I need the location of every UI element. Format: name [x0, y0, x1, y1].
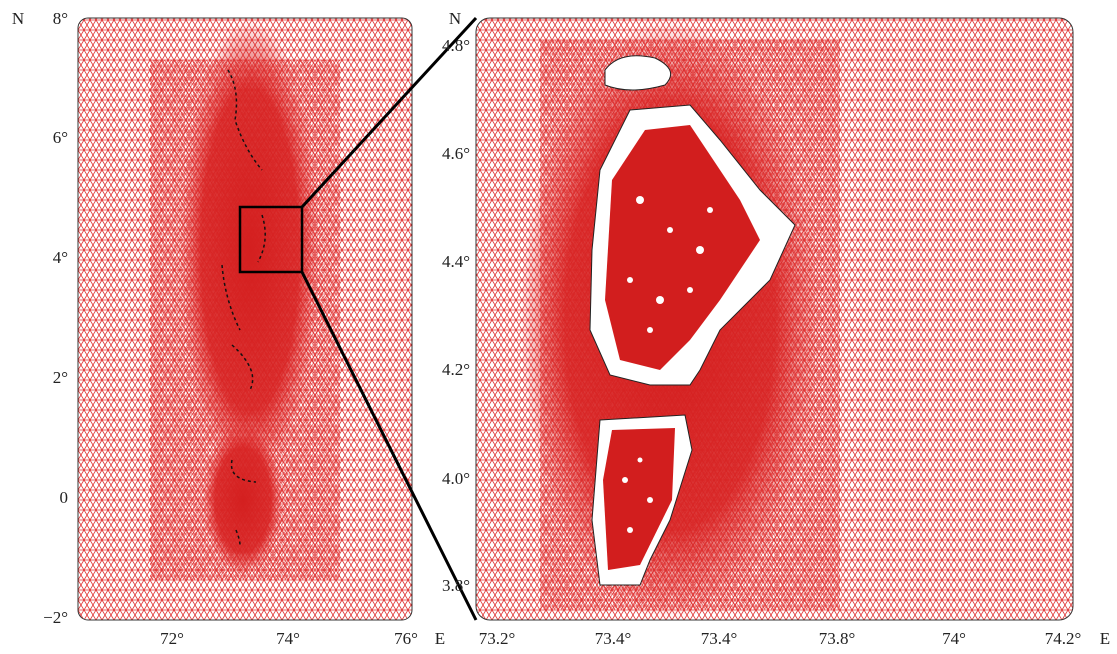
east-label: E	[1100, 629, 1110, 648]
north-label: N	[449, 9, 461, 28]
y-label: 8°	[53, 9, 68, 28]
zoom-line	[300, 16, 478, 209]
x-label: 73.8°	[819, 629, 856, 648]
y-label: 3.8°	[442, 576, 470, 595]
zoom-box	[238, 205, 304, 274]
x-label: 72°	[160, 629, 184, 648]
y-label: 4.8°	[442, 36, 470, 55]
left-frame	[77, 17, 413, 621]
y-label: 4.2°	[442, 360, 470, 379]
y-label: 4.4°	[442, 252, 470, 271]
x-label: 76°	[394, 629, 418, 648]
y-label: 4.6°	[442, 144, 470, 163]
right-map	[476, 18, 1073, 620]
right-frame	[475, 17, 1074, 621]
y-label: −2°	[43, 608, 68, 627]
y-label: 2°	[53, 368, 68, 387]
x-label: 73.4°	[701, 629, 738, 648]
x-label: 74.2°	[1045, 629, 1082, 648]
left-map	[78, 18, 412, 620]
north-label: N	[12, 9, 24, 28]
y-label: 4.0°	[442, 469, 470, 488]
y-label: 4°	[53, 248, 68, 267]
x-label: 74°	[942, 629, 966, 648]
x-label: 73.2°	[479, 629, 516, 648]
y-label: 0	[60, 488, 69, 507]
x-label: 74°	[276, 629, 300, 648]
y-label: 6°	[53, 128, 68, 147]
east-label: E	[435, 629, 445, 648]
zoom-line	[300, 271, 478, 621]
x-label: 73.4°	[595, 629, 632, 648]
